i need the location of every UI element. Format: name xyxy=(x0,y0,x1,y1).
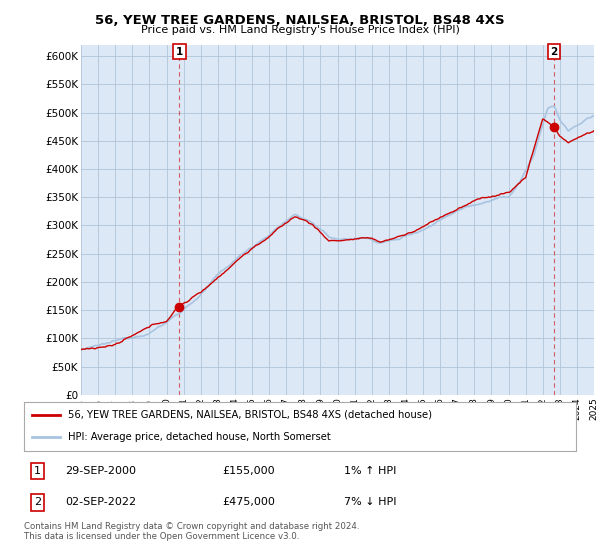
Text: 7% ↓ HPI: 7% ↓ HPI xyxy=(344,497,397,507)
Text: 1: 1 xyxy=(34,466,41,476)
Text: £475,000: £475,000 xyxy=(223,497,275,507)
Text: HPI: Average price, detached house, North Somerset: HPI: Average price, detached house, Nort… xyxy=(68,432,331,442)
Text: 2: 2 xyxy=(551,46,558,57)
Text: 1: 1 xyxy=(176,46,183,57)
Text: £155,000: £155,000 xyxy=(223,466,275,476)
Text: 29-SEP-2000: 29-SEP-2000 xyxy=(65,466,136,476)
Text: Price paid vs. HM Land Registry's House Price Index (HPI): Price paid vs. HM Land Registry's House … xyxy=(140,25,460,35)
Text: 56, YEW TREE GARDENS, NAILSEA, BRISTOL, BS48 4XS: 56, YEW TREE GARDENS, NAILSEA, BRISTOL, … xyxy=(95,14,505,27)
Text: 02-SEP-2022: 02-SEP-2022 xyxy=(65,497,137,507)
Text: 56, YEW TREE GARDENS, NAILSEA, BRISTOL, BS48 4XS (detached house): 56, YEW TREE GARDENS, NAILSEA, BRISTOL, … xyxy=(68,410,432,420)
Text: Contains HM Land Registry data © Crown copyright and database right 2024.
This d: Contains HM Land Registry data © Crown c… xyxy=(24,522,359,542)
Text: 1% ↑ HPI: 1% ↑ HPI xyxy=(344,466,397,476)
Text: 2: 2 xyxy=(34,497,41,507)
